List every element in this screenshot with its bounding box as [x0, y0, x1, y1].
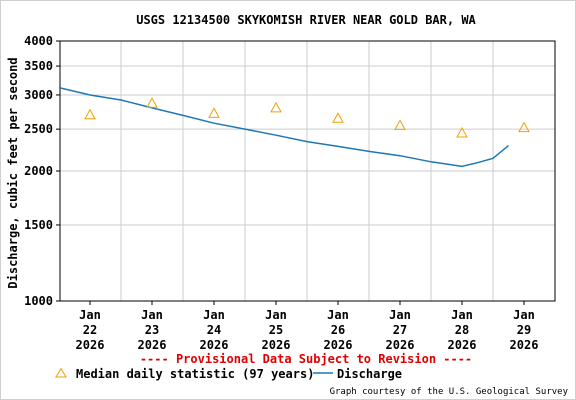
- median-marker: [208, 107, 220, 118]
- legend-median-label: Median daily statistic (97 years): [76, 367, 314, 381]
- x-tick-label: Jan 27 2026: [386, 308, 415, 352]
- y-tick-label: 4000: [24, 34, 53, 48]
- credit-text: Graph courtesy of the U.S. Geological Su…: [330, 387, 569, 397]
- chart-title: USGS 12134500 SKYKOMISH RIVER NEAR GOLD …: [136, 13, 476, 27]
- median-marker: [84, 108, 96, 120]
- x-tick-label: Jan 25 2026: [262, 308, 291, 352]
- median-marker: [518, 121, 530, 133]
- plot-area: 1000 1500 2000 2500 3000 3500 4000 Jan 22 2026 Jan…: [24, 34, 556, 352]
- median-marker: [270, 101, 282, 113]
- x-tick-label: Jan 26 2026: [324, 308, 353, 352]
- x-tick-label: Jan 24 2026: [200, 308, 229, 352]
- median-marker: [332, 112, 344, 123]
- x-tick-label: Jan 29 2026: [510, 308, 539, 352]
- median-marker: [146, 97, 158, 108]
- legend-discharge-label: Discharge: [337, 367, 402, 381]
- median-marker: [394, 119, 406, 130]
- plot-border: [59, 40, 556, 302]
- median-marker: [456, 126, 468, 138]
- x-tick-label: Jan 23 2026: [138, 308, 167, 352]
- y-tick-label: 3000: [24, 88, 53, 102]
- y-tick-label: 1000: [24, 294, 53, 308]
- x-tick-label: Jan 28 2026: [448, 308, 477, 352]
- provisional-notice: ---- Provisional Data Subject to Revisio…: [140, 352, 472, 366]
- x-tick-label: Jan 22 2026: [76, 308, 105, 352]
- discharge-line: [58, 86, 509, 168]
- y-tick-label: 3500: [24, 59, 53, 73]
- y-axis-label: Discharge, cubic feet per second: [6, 57, 20, 288]
- y-tick-label: 2000: [24, 164, 53, 178]
- y-tick-label: 1500: [24, 218, 53, 232]
- legend: Median daily statistic (97 years) Discha…: [55, 367, 402, 381]
- y-tick-label: 2500: [24, 122, 53, 136]
- legend-median-marker: [55, 367, 67, 378]
